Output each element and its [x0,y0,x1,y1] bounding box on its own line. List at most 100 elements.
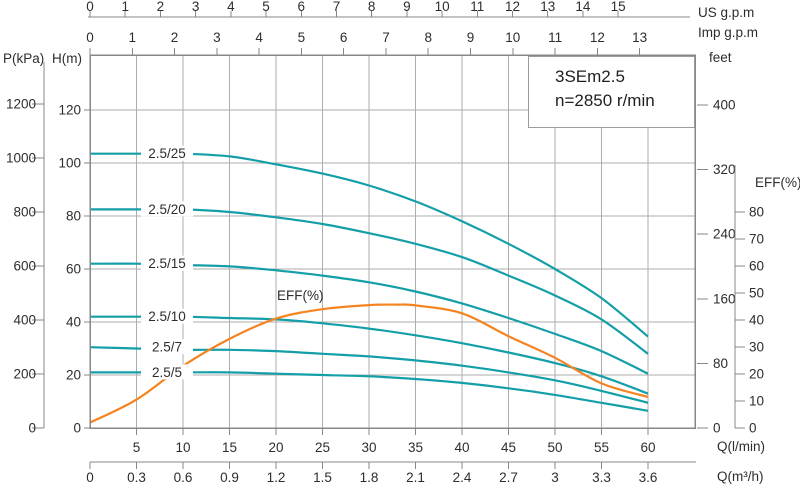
curve-label: 2.5/10 [148,309,186,324]
q-lmin-tick-label: 50 [547,440,562,455]
us-gpm-tick-label: 7 [333,0,341,14]
efficiency-curve [89,303,649,424]
axis-label-h-m: H(m) [52,51,82,66]
h-m-tick-label: 40 [66,315,81,330]
feet-tick-label: 160 [713,291,736,306]
us-gpm-tick-label: 0 [86,0,94,14]
axis-label-feet: feet [709,50,732,65]
q-lmin-tick-label: 35 [408,440,423,455]
us-gpm-tick-label: 1 [121,0,129,14]
q-m3h-tick-label: 2.1 [406,470,425,485]
feet-tick-label: 400 [713,97,736,112]
eff-tick-label: 20 [749,367,764,382]
model-speed: n=2850 r/min [555,91,655,110]
h-m-tick-label: 120 [58,103,81,118]
eff-curve-annotation: EFF(%) [277,288,324,303]
model-name: 3SEm2.5 [555,67,625,86]
us-gpm-tick-label: 15 [611,0,626,14]
feet-tick-label: 240 [713,227,736,242]
axis-label-p-kpa: P(kPa) [3,51,45,66]
curve-label: 2.5/20 [148,202,186,217]
us-gpm-tick-label: 5 [262,0,270,14]
feet-tick-label: 320 [713,162,736,177]
q-m3h-tick-label: 1.8 [360,470,379,485]
axis-label-q-m3h: Q(m³/h) [717,469,764,484]
h-m-tick-label: 100 [58,156,81,171]
q-m3h-tick-label: 3.6 [639,470,658,485]
model-title-box: 3SEm2.5 n=2850 r/min [528,56,695,128]
imp-gpm-tick-label: 9 [467,30,475,45]
curve-labels: 2.5/25 2.5/20 2.5/15 2.5/10 2.5/7 2.5/5 [141,145,193,380]
feet-tick-label: 80 [713,356,728,371]
plot-border [89,54,696,429]
imp-gpm-tick-label: 6 [340,30,348,45]
q-lmin-tick-label: 5 [133,440,141,455]
q-m3h-tick-label: 0.9 [220,470,239,485]
eff-tick-label: 10 [749,394,764,409]
imp-gpm-tick-label: 5 [298,30,306,45]
p-kpa-tick-label: 1200 [6,97,36,112]
imp-gpm-tick-label: 4 [255,30,263,45]
imp-gpm-tick-label: 11 [548,30,562,45]
curve-label-mask [141,308,193,324]
q-lmin-tick-label: 15 [222,440,237,455]
p-kpa-tick-label: 400 [13,313,36,328]
h-m-tick-label: 80 [66,209,81,224]
q-lmin-tick-label: 45 [501,440,516,455]
p-kpa-tick-label: 800 [13,205,36,220]
us-gpm-tick-label: 12 [505,0,520,14]
h-m-tick-label: 0 [73,421,81,436]
curve-label-mask [141,201,193,217]
q-m3h-tick-label: 0.3 [127,470,146,485]
imp-gpm-tick-label: 3 [213,30,221,45]
curve-label-mask [141,255,193,271]
curve-label-mask [141,145,193,161]
imp-gpm-tick-label: 13 [632,30,647,45]
curve-label: 2.5/15 [148,256,186,271]
p-kpa-tick-label: 0 [28,421,36,436]
q-lmin-tick-label: 20 [268,440,283,455]
p-kpa-tick-label: 200 [13,367,36,382]
eff-tick-label: 40 [749,313,764,328]
us-gpm-tick-label: 9 [403,0,411,14]
q-m3h-tick-label: 0.6 [174,470,193,485]
q-m3h-tick-label: 3 [551,470,559,485]
p-kpa-tick-label: 1000 [6,151,36,166]
curve-label: 2.5/25 [148,146,186,161]
q-lmin-tick-label: 40 [454,440,469,455]
eff-tick-label: 80 [749,205,764,220]
eff-tick-label: 30 [749,340,764,355]
imp-gpm-tick-label: 1 [129,30,137,45]
h-m-tick-label: 60 [66,262,81,277]
us-gpm-tick-label: 10 [435,0,450,14]
eff-tick-label: 0 [749,421,757,436]
h-m-tick-label: 20 [66,368,81,383]
curve-label-mask [141,339,193,355]
us-gpm-tick-label: 3 [192,0,200,14]
us-gpm-tick-label: 8 [368,0,376,14]
q-lmin-tick-label: 55 [594,440,609,455]
q-m3h-tick-label: 2.4 [453,470,472,485]
axes: 0 1 2 3 4 5 6 7 8 9 10 11 12 13 14 150 1 2 3 4 5 6 7 8 9 10 11 12 13… [6,0,764,485]
us-gpm-tick-label: 13 [540,0,555,14]
q-m3h-tick-label: 0 [86,470,94,485]
q-lmin-tick-label: 10 [175,440,190,455]
eff-tick-label: 70 [749,232,764,247]
us-gpm-tick-label: 4 [227,0,235,14]
imp-gpm-tick-label: 8 [424,30,432,45]
q-lmin-tick-label: 25 [315,440,330,455]
imp-gpm-tick-label: 10 [505,30,520,45]
us-gpm-tick-label: 11 [470,0,484,14]
eff-tick-label: 60 [749,259,764,274]
curve-label: 2.5/7 [152,340,182,355]
curve-label-mask [141,364,193,380]
axis-label-eff: EFF(%) [755,175,800,190]
imp-gpm-tick-label: 7 [382,30,390,45]
us-gpm-tick-label: 2 [157,0,165,14]
imp-gpm-tick-label: 12 [590,30,605,45]
curve-label: 2.5/5 [152,365,182,380]
q-m3h-tick-label: 1.5 [313,470,332,485]
imp-gpm-tick-label: 2 [171,30,179,45]
q-lmin-tick-label: 30 [361,440,376,455]
